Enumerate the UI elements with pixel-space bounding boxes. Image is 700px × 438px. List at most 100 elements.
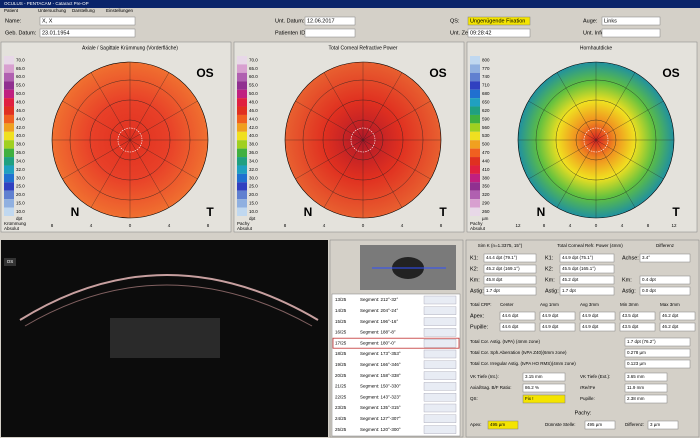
field	[39, 28, 136, 38]
scale-label: 30.0	[16, 175, 25, 180]
scale-swatch	[237, 98, 247, 107]
segment-label[interactable]: Segment: 196°-16°	[360, 319, 398, 324]
scale-label: 46.0	[249, 108, 258, 113]
segment-thumb	[423, 328, 457, 337]
table-header: Avg 1mm	[540, 302, 559, 307]
field-label: Name:	[5, 18, 22, 24]
menu-item[interactable]: Patient	[4, 8, 19, 13]
scale-swatch	[237, 72, 247, 82]
scale-unit: µm	[482, 216, 489, 221]
segment-index[interactable]: 14/25	[335, 308, 347, 313]
segment-index[interactable]: 25/25	[335, 427, 347, 432]
menu-item[interactable]: Darstellung	[72, 8, 95, 13]
segment-label[interactable]: Segment: 127°-307°	[360, 416, 401, 421]
segment-index[interactable]: 20/25	[335, 373, 347, 378]
window-title: OCULUS - PENTACAM - Cataract Pre-OP	[4, 1, 89, 6]
field-value: 3.65 mm	[627, 374, 645, 379]
scale-swatch	[470, 89, 480, 99]
scale-swatch	[4, 106, 14, 115]
table-header: Center	[500, 302, 514, 307]
menu-item[interactable]: Untersuchung	[38, 8, 67, 13]
scale-swatch	[470, 190, 480, 200]
scale-swatch	[4, 207, 14, 216]
segment-index[interactable]: 13/25	[335, 297, 347, 302]
segment-index[interactable]: 22/25	[335, 394, 347, 399]
segment-label[interactable]: Segment: 212°-32°	[360, 297, 398, 302]
segment-label[interactable]: Segment: 158°-338°	[360, 373, 401, 378]
field-value: 0.123 µm	[627, 361, 646, 366]
x-tick-label: 4	[621, 223, 624, 228]
scale-swatch	[237, 89, 247, 99]
scale-swatch	[237, 199, 247, 208]
field	[467, 28, 531, 38]
scale-swatch	[470, 148, 480, 158]
segment-label[interactable]: Segment: 204°-24°	[360, 308, 398, 313]
field	[467, 16, 531, 26]
table-header: Sim K (n=1.3375, 15°)	[478, 243, 523, 248]
segment-label[interactable]: Segment: 166°-346°	[360, 362, 401, 367]
scale-swatch	[4, 56, 14, 65]
segment-index[interactable]: 16/25	[335, 330, 347, 335]
menu-item[interactable]: Einstellungen	[106, 8, 134, 13]
scale-caption: Krümmung	[4, 221, 27, 226]
scale-label: 46.0	[16, 108, 25, 113]
field	[483, 286, 537, 296]
field	[304, 28, 356, 38]
x-tick-label: 0	[362, 223, 365, 228]
x-tick-label: 8	[440, 223, 443, 228]
segment-index[interactable]: 18/25	[335, 351, 347, 356]
segment-thumb	[423, 339, 457, 348]
segment-index[interactable]: 17/25	[335, 340, 347, 345]
segment-index[interactable]: 19/25	[335, 362, 347, 367]
segment-index[interactable]: 15/25	[335, 319, 347, 324]
scale-label: 55.0	[16, 83, 25, 88]
field-value: 44.9 dpt	[542, 324, 559, 329]
x-tick-label: 4	[569, 223, 572, 228]
field-value: 45.2 dpt (169.1°)	[486, 266, 520, 271]
field-label: Auge:	[583, 18, 598, 24]
field	[619, 311, 656, 321]
scale-label: 42.0	[16, 125, 25, 130]
field-label: K2:	[545, 266, 554, 272]
scale-swatch	[237, 131, 247, 141]
field-value: 44.9 dpt	[582, 313, 599, 318]
segment-label[interactable]: Segment: 120°-300°	[360, 427, 401, 432]
scale-label: 50.0	[16, 91, 25, 96]
map-title: Axiale / Sagittale Krümmung (Vorderfläch…	[82, 45, 178, 51]
field	[304, 16, 356, 26]
scale-label: 260	[482, 209, 490, 214]
scale-swatch	[237, 190, 247, 200]
segment-label[interactable]: Segment: 135°-315°	[360, 405, 401, 410]
scale-swatch	[470, 106, 480, 115]
segment-label[interactable]: Segment: 150°-330°	[360, 384, 401, 389]
field	[579, 322, 616, 332]
segment-thumb	[423, 425, 457, 434]
segment-index[interactable]: 21/25	[335, 384, 347, 389]
segment-label[interactable]: Segment: 180°-0°	[360, 340, 396, 345]
segment-label[interactable]: Segment: 188°-8°	[360, 330, 396, 335]
segment-index[interactable]: 24/25	[335, 416, 347, 421]
segment-index[interactable]: 23/25	[335, 405, 347, 410]
scale-label: 560	[482, 125, 490, 130]
segment-label[interactable]: Segment: 143°-323°	[360, 394, 401, 399]
field-label: K1:	[545, 255, 554, 261]
scale-label: 60.0	[249, 74, 258, 79]
field	[639, 275, 691, 285]
field-label: Geb. Datum:	[5, 30, 37, 36]
scale-label: 25.0	[249, 184, 258, 189]
scale-swatch	[4, 72, 14, 82]
scale-swatch	[470, 199, 480, 208]
scale-label: 380	[482, 175, 490, 180]
segment-label[interactable]: Segment: 173°-353°	[360, 351, 401, 356]
scale-swatch	[237, 165, 247, 174]
map-meridian	[62, 100, 198, 180]
scale-swatch	[237, 64, 247, 73]
scale-label: 770	[482, 66, 490, 71]
scale-swatch	[237, 148, 247, 158]
field-value: 44.9 dpt	[582, 324, 599, 329]
nasal-label: N	[304, 205, 313, 219]
field	[483, 253, 537, 263]
field-label: K1:	[470, 255, 479, 261]
field-value: 0.4 dpt	[642, 277, 657, 282]
x-tick-label: 8	[284, 223, 287, 228]
